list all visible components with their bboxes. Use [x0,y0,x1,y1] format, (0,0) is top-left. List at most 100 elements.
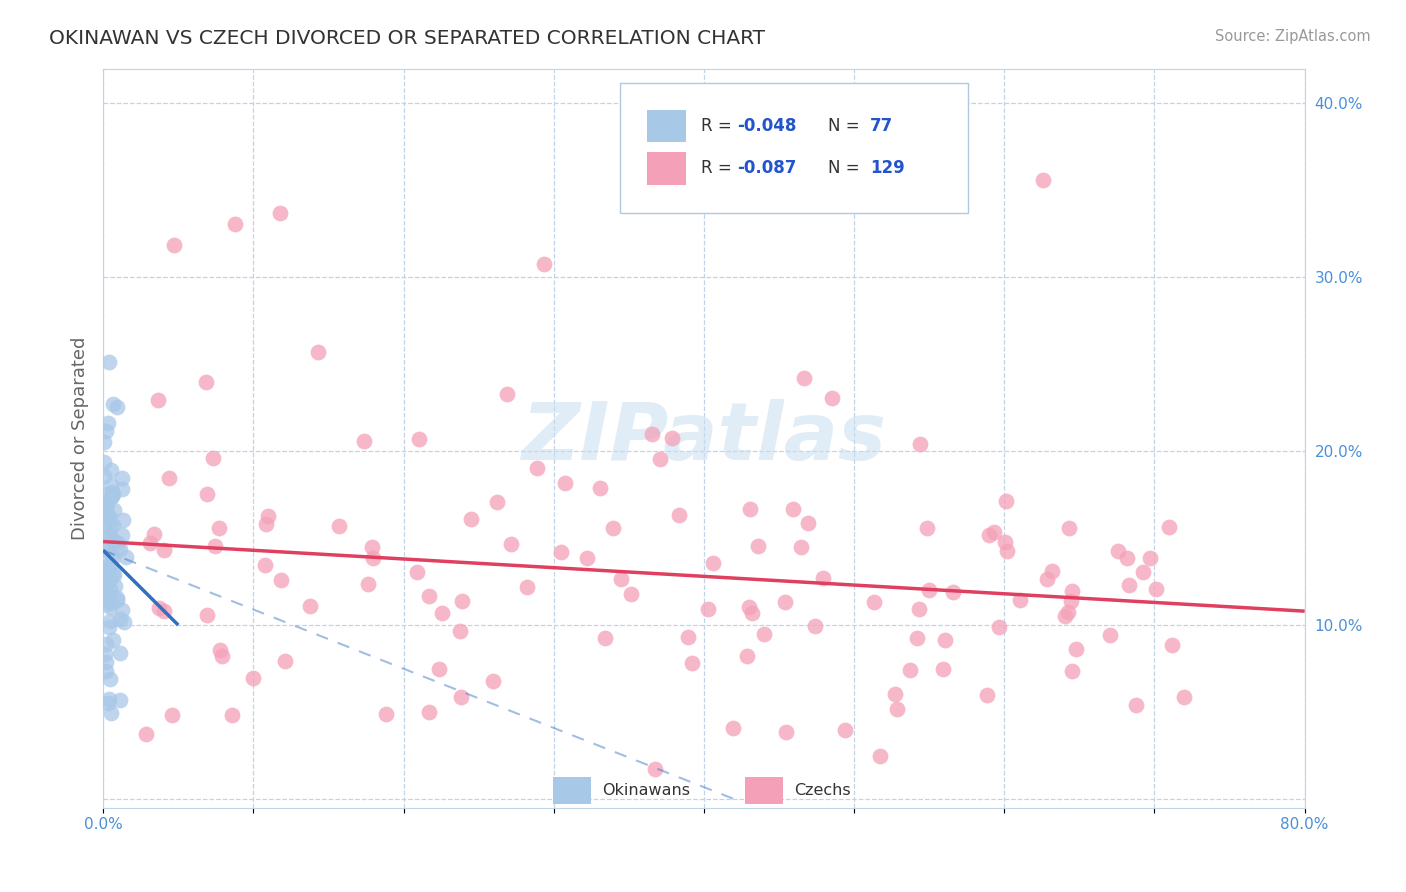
Point [97,512,120,526]
Point [1144,582,1167,596]
Point [93,575,115,590]
Point [995,543,1018,558]
Point [976,688,998,702]
Point [139,536,162,550]
FancyBboxPatch shape [647,152,686,185]
Point [1161,638,1184,652]
Point [98,519,121,533]
Point [460,512,482,526]
Point [148,601,170,615]
Text: ZIPatlas: ZIPatlas [522,399,886,477]
Point [796,516,818,530]
Point [194,376,217,390]
Point [1118,578,1140,592]
Point [98,582,121,596]
Point [863,595,886,609]
Point [735,648,758,663]
Point [328,518,350,533]
Point [427,662,450,676]
Point [1035,572,1057,586]
Point [307,345,329,359]
Point [516,580,538,594]
Point [898,663,921,677]
Point [1008,593,1031,607]
Point [485,494,508,508]
Point [135,727,157,741]
Point [299,599,322,613]
Point [1157,519,1180,533]
Point [101,533,124,547]
Point [650,451,672,466]
Text: -0.087: -0.087 [738,160,797,178]
Point [96,487,118,501]
Point [1173,690,1195,705]
Y-axis label: Divorced or Separated: Divorced or Separated [72,336,89,540]
Point [934,632,956,647]
Point [209,642,232,657]
Point [793,371,815,385]
Point [148,392,170,407]
Point [111,602,134,616]
Point [644,762,666,776]
Point [450,690,472,704]
Point [676,630,699,644]
Point [94,647,117,661]
Point [93,468,115,483]
Point [100,595,122,609]
Point [100,490,122,504]
Point [112,513,135,527]
Point [96,498,118,512]
Point [97,354,120,368]
Text: N =: N = [828,160,865,178]
Point [221,707,243,722]
Point [942,584,965,599]
Point [93,588,115,602]
Point [987,620,1010,634]
Point [408,432,430,446]
Point [94,664,117,678]
Point [111,482,134,496]
Point [589,481,612,495]
FancyBboxPatch shape [553,777,591,804]
FancyBboxPatch shape [745,777,783,804]
Point [242,671,264,685]
Point [100,548,122,562]
Point [96,496,118,510]
Point [496,387,519,401]
Point [98,614,121,628]
Point [884,687,907,701]
Point [100,485,122,500]
Point [610,572,633,586]
Point [575,551,598,566]
Point [97,510,120,524]
Point [1107,544,1129,558]
Point [533,257,555,271]
Point [195,487,218,501]
Point [254,517,277,532]
Point [253,558,276,573]
Point [93,530,115,544]
Point [681,657,703,671]
Point [97,416,120,430]
Text: 77: 77 [870,117,893,136]
Point [143,527,166,541]
Point [104,579,127,593]
Point [105,591,128,605]
Point [96,501,118,516]
Point [96,566,118,581]
Point [103,397,125,411]
Point [499,537,522,551]
Point [741,606,763,620]
Point [101,633,124,648]
Point [269,206,291,220]
Point [482,674,505,689]
Point [112,615,135,630]
Point [101,518,124,533]
Point [620,587,643,601]
Point [790,541,813,555]
Text: N =: N = [828,117,865,136]
Point [103,502,125,516]
Point [103,549,125,564]
Point [94,559,117,574]
Text: -0.048: -0.048 [738,117,797,136]
